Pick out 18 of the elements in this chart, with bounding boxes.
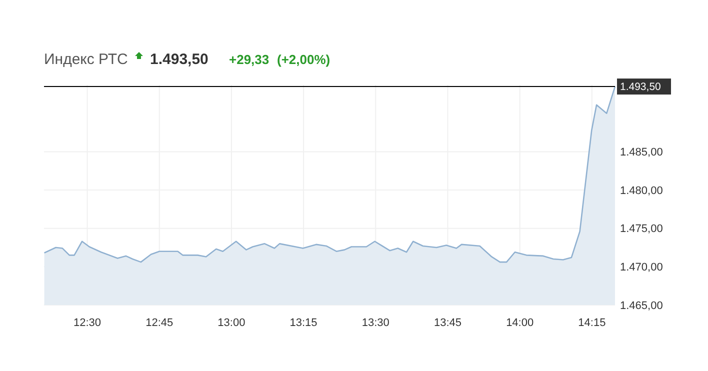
x-tick-label: 14:00 xyxy=(506,317,534,329)
x-tick-label: 12:45 xyxy=(146,317,174,329)
y-tick-label: 1.470,00 xyxy=(620,262,663,274)
ref-line-label: 1.493,50 xyxy=(620,81,662,94)
x-tick-label: 13:45 xyxy=(434,317,462,329)
y-tick-label: 1.480,00 xyxy=(620,184,663,197)
text: +29,33 xyxy=(229,52,270,67)
y-tick-label: 1.465,00 xyxy=(620,300,663,312)
x-tick-label: 14:15 xyxy=(578,317,606,329)
x-tick-label: 13:30 xyxy=(362,317,390,329)
x-tick-label: 13:00 xyxy=(218,317,246,329)
x-tick-label: 12:30 xyxy=(73,317,102,329)
text: (+2,00%) xyxy=(277,52,330,67)
y-tick-label: 1.475,00 xyxy=(620,223,663,236)
chart-title: Индекс РТС xyxy=(44,51,128,68)
x-tick-label: 13:15 xyxy=(290,317,318,329)
y-tick-label: 1.485,00 xyxy=(620,146,663,159)
text: 1.493,50 xyxy=(150,51,208,68)
